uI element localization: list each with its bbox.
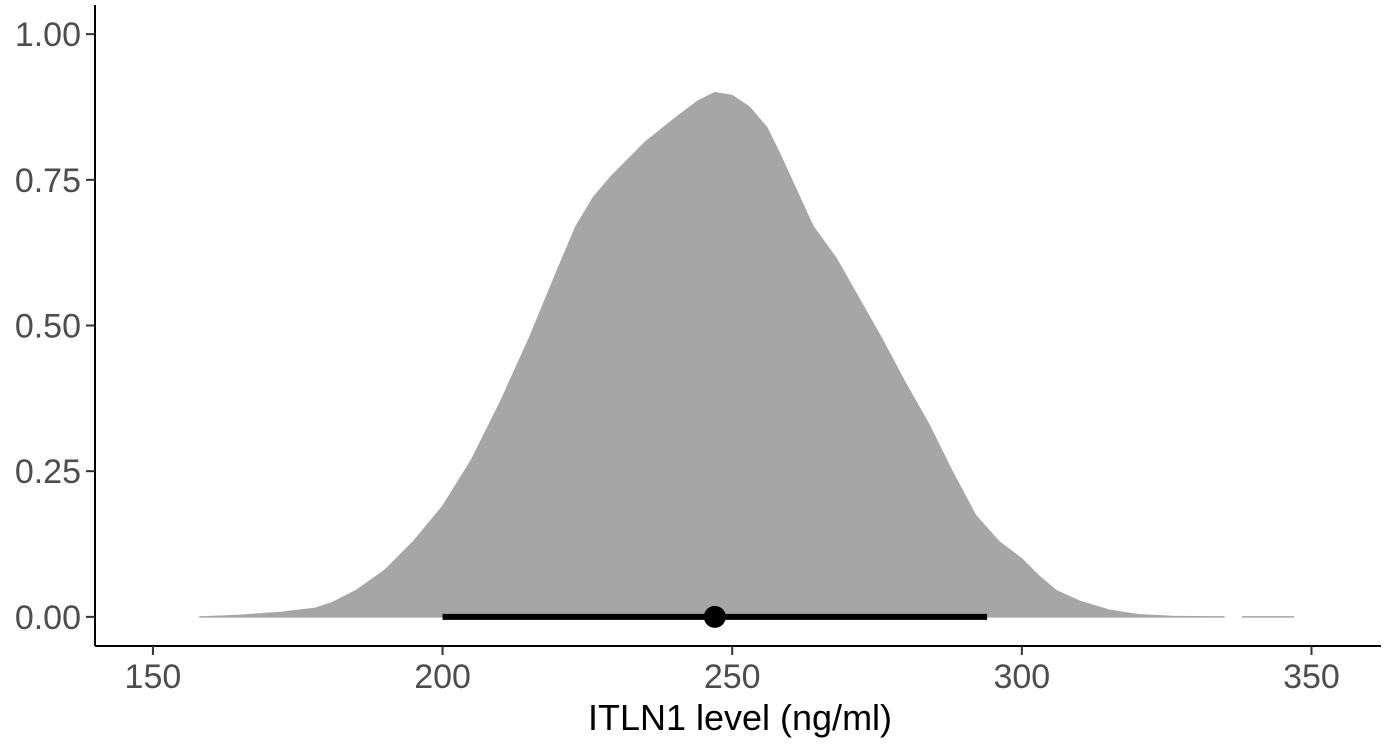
x-tick-label: 150 (125, 658, 182, 696)
y-tick-label: 0.50 (15, 308, 81, 346)
y-tick-label: 0.75 (15, 162, 81, 200)
point-estimate (703, 605, 726, 628)
x-tick-label: 350 (1283, 658, 1340, 696)
x-tick-label: 300 (993, 658, 1050, 696)
plot-area (199, 91, 1295, 628)
axes: 150 200 250 300 350 0.00 0.25 0.50 0.75 1.00 (15, 5, 1381, 696)
y-tick-label: 1.00 (15, 16, 81, 54)
density-area (199, 91, 1225, 618)
x-tick-label: 250 (704, 658, 761, 696)
x-tick-label: 200 (414, 658, 471, 696)
y-tick-label: 0.25 (15, 453, 81, 491)
y-tick-label: 0.00 (15, 599, 81, 637)
x-axis-title: ITLN1 level (ng/ml) (588, 697, 892, 738)
